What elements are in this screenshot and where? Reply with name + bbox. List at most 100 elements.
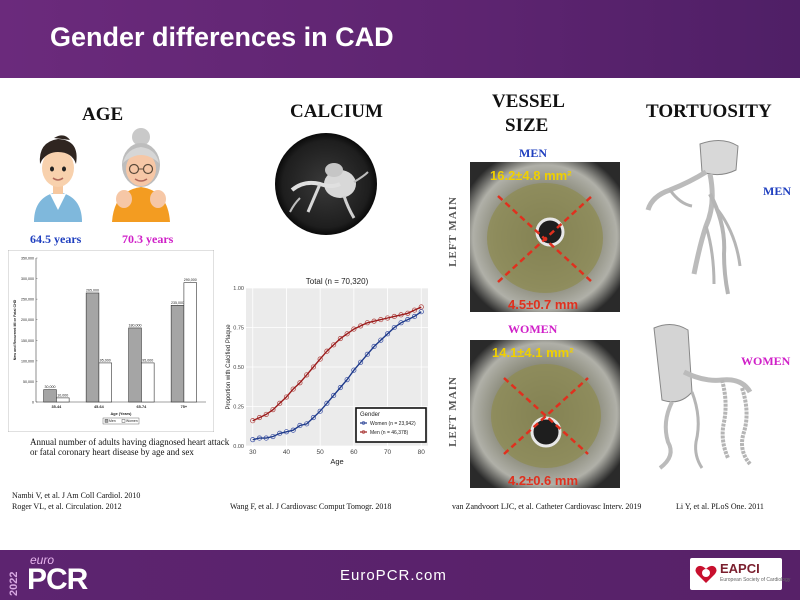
section-title-tortuosity: TORTUOSITY	[646, 101, 772, 122]
scatter-point	[398, 320, 404, 326]
bar-data-label: 10,000	[57, 393, 68, 397]
scatter-point	[418, 304, 424, 310]
bar-legend-box	[102, 417, 140, 425]
bar-men-35-44	[43, 389, 57, 403]
scatter-x-tick-label: 80	[418, 449, 426, 456]
scatter-legend-label: Women (n = 23,942)	[370, 421, 416, 427]
bar-y-tick-label: 100,000	[21, 359, 34, 363]
men-mean-age: 64.5 years	[30, 232, 82, 246]
scatter-point	[411, 313, 418, 319]
scatter-point	[351, 367, 357, 373]
scatter-fit-line	[252, 311, 422, 441]
scatter-legend-title: Gender	[360, 412, 380, 418]
scatter-legend-box	[355, 407, 427, 443]
scatter-x-tick-label: 60	[350, 449, 358, 456]
eapci-logo-name: EAPCI	[720, 561, 760, 576]
bar-y-tick-label: 350,000	[21, 257, 34, 261]
eapci-logo-subtitle: European Society of Cardiology	[720, 577, 791, 583]
scatter-point	[317, 356, 323, 362]
scatter-series-men	[250, 304, 424, 424]
scatter-point	[358, 323, 364, 329]
bar-legend-swatch-women	[121, 419, 126, 423]
ivus-image-women	[470, 340, 620, 488]
calcified-plaque-by-age-scatter-chart: 30 40 50 60 70 80 0.00 0.25 0.50 0.75 1.00 Total (n…	[226, 277, 428, 466]
scatter-series-women	[250, 309, 424, 443]
reference-calcium: Wang F, et al. J Cardiovasc Comput Tomog…	[230, 502, 392, 511]
bar-y-tick-label: 250,000	[21, 298, 34, 302]
bar-y-tick-label: 200,000	[21, 318, 34, 322]
scatter-point	[371, 343, 377, 350]
slide-header: Gender differences in CAD	[0, 0, 800, 78]
bar-y-tick-label: 150,000	[21, 339, 34, 343]
scatter-y-tick-label: 0.50	[233, 365, 244, 371]
mi-chd-by-age-bar-chart: 0 50,000 100,000 150,000 200,000 250,000 300,0…	[8, 250, 214, 432]
reference-age-1: Nambi V, et al. J Am Coll Cardiol. 2010	[12, 491, 141, 500]
bar-y-axis-label: New and Recurrent MI or Fatal CHD	[13, 299, 17, 360]
female-elderly-avatar-icon	[112, 128, 170, 222]
section-title-vessel-line2: SIZE	[505, 115, 549, 136]
tortuosity-men-label: MEN	[763, 184, 791, 198]
scatter-point	[344, 377, 350, 383]
bar-women-45-64	[98, 362, 112, 403]
eapci-logo: EAPCI European Society of Cardiology	[690, 558, 790, 590]
bar-x-tick-label: 45-64	[94, 405, 105, 409]
coronary-3d-model-women	[653, 324, 753, 470]
scatter-point	[364, 351, 370, 357]
bar-data-label: 235,000	[171, 301, 184, 305]
bar-women-75+	[183, 282, 197, 403]
bar-women-35-44	[56, 397, 70, 403]
slide-title: Gender differences in CAD	[50, 22, 394, 52]
reference-tortuosity: Li Y, et al. PLoS One. 2011	[676, 502, 764, 511]
women-lumen-area: 14.1±4.1 mm²	[492, 345, 574, 360]
scatter-point	[283, 394, 289, 400]
bar-data-label: 265,000	[86, 288, 99, 292]
bar-legend-swatch-men	[104, 419, 109, 423]
europcr-logo-euro: euro	[30, 553, 55, 567]
footer-website: EuroPCR.com	[340, 567, 447, 584]
reference-age-2: Roger VL, et al. Circulation. 2012	[12, 502, 122, 511]
scatter-point	[290, 386, 296, 392]
bar-y-tick-label: 0	[32, 401, 34, 405]
bar-legend: Men Women	[102, 417, 140, 425]
men-lumen-area: 16.2±4.8 mm²	[490, 168, 572, 183]
bar-data-label: 95,000	[100, 358, 111, 362]
scatter-x-tick-label: 30	[249, 449, 257, 456]
bar-x-axis-label: Age (Years)	[111, 412, 133, 416]
scatter-point	[310, 364, 316, 370]
bar-x-tick-label: 75+	[181, 405, 188, 409]
bar-men-45-64	[85, 292, 100, 403]
women-mean-age: 70.3 years	[122, 232, 174, 246]
women-lumen-diameter: 4.2±0.6 mm	[508, 473, 579, 488]
bar-data-label: 180,000	[129, 323, 142, 327]
scatter-point	[297, 380, 303, 386]
bar-y-tick-label: 50,000	[23, 380, 34, 384]
scatter-point	[270, 407, 276, 413]
bar-men-75+	[170, 305, 185, 403]
scatter-point	[337, 336, 343, 342]
scatter-point	[351, 326, 357, 332]
scatter-point	[385, 331, 391, 337]
coronary-3d-model-men	[645, 140, 742, 295]
slide-footer: 2022 euro PCR EuroPCR.com	[0, 550, 800, 600]
scatter-legend-marker	[361, 421, 366, 425]
scatter-point	[344, 331, 350, 337]
scatter-point	[250, 418, 256, 424]
men-lumen-diameter: 4.5±0.7 mm	[508, 297, 579, 312]
scatter-point	[277, 400, 283, 406]
scatter-title: Total (n = 70,320)	[306, 277, 369, 286]
bar-legend-label-women: Women	[126, 419, 138, 423]
scatter-x-tick-label: 40	[283, 449, 291, 456]
section-title-age: AGE	[82, 104, 124, 125]
scatter-point	[263, 411, 269, 417]
scatter-point	[304, 372, 310, 378]
scatter-point	[411, 307, 418, 313]
bar-x-tick-label: 35-44	[52, 405, 63, 409]
reference-vessel: van Zandvoort LJC, et al. Catheter Cardi…	[452, 502, 642, 511]
scatter-point	[405, 317, 411, 323]
scatter-y-tick-label: 0.75	[233, 326, 244, 332]
ivus-image-men	[470, 162, 620, 312]
scatter-y-tick-label: 1.00	[233, 286, 244, 292]
vessel-men-label: MEN	[519, 146, 547, 160]
europcr-logo-year: 2022	[8, 571, 20, 596]
bar-chart-caption: Annual number of adults having diagnosed…	[30, 437, 230, 457]
